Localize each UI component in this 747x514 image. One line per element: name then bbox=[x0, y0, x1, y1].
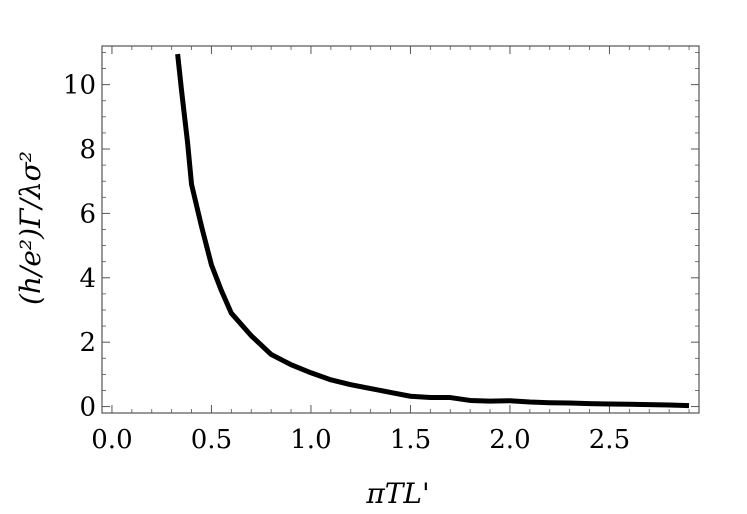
x-tick-label: 1.0 bbox=[290, 425, 331, 455]
y-ticks: 0 2 4 6 8 10 bbox=[63, 52, 699, 423]
x-tick-label: 1.5 bbox=[390, 425, 431, 455]
series-line bbox=[175, 53, 690, 409]
x-tick-label: 0.5 bbox=[191, 425, 232, 455]
x-ticks: 0.0 0.5 1.0 1.5 2.0 2.5 bbox=[91, 46, 690, 455]
y-tick-label: 4 bbox=[79, 264, 96, 294]
plot-frame bbox=[101, 45, 700, 414]
x-tick-label: 0.0 bbox=[91, 425, 132, 455]
y-axis-label: (h/e²)Γ/λσ² bbox=[14, 151, 47, 305]
y-tick-label: 2 bbox=[79, 328, 96, 358]
series-layer bbox=[175, 53, 690, 409]
y-tick-label: 6 bbox=[79, 199, 96, 229]
y-tick-label: 10 bbox=[63, 71, 96, 101]
y-tick-label: 8 bbox=[79, 135, 96, 165]
x-axis-label: πTL' bbox=[365, 477, 429, 510]
x-tick-label: 2.0 bbox=[489, 425, 530, 455]
y-tick-label: 0 bbox=[79, 393, 96, 423]
x-tick-label: 2.5 bbox=[589, 425, 630, 455]
